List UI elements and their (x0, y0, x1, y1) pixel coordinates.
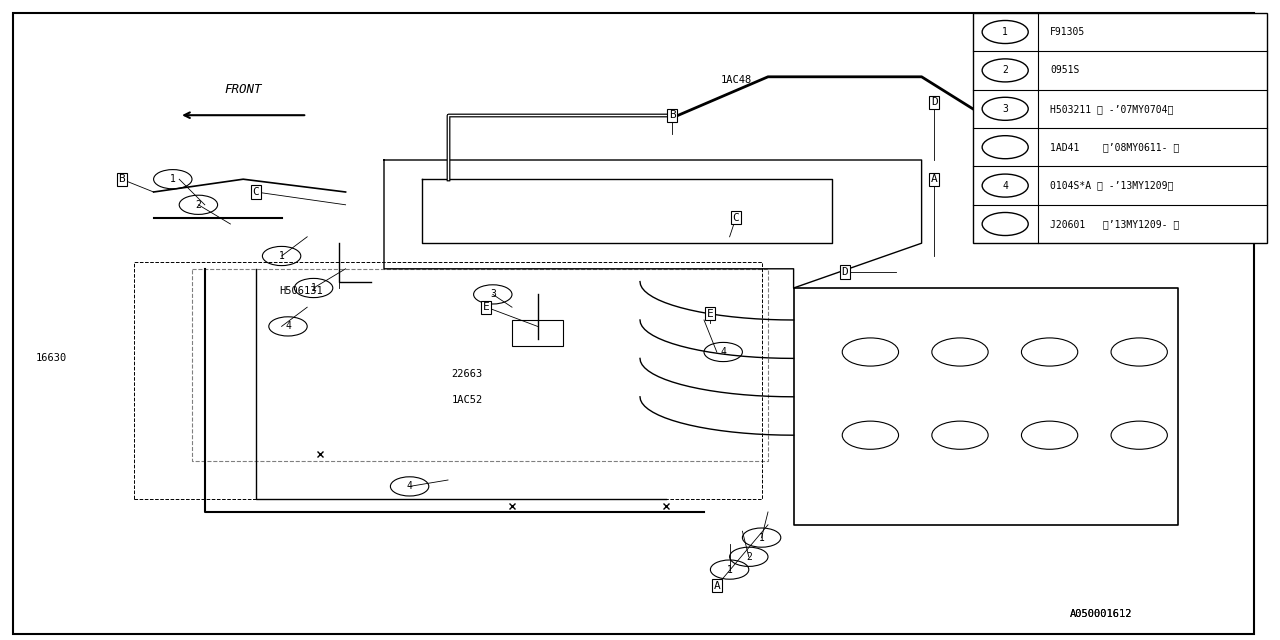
Text: E: E (483, 302, 490, 312)
Text: 3: 3 (490, 289, 495, 300)
Bar (973, 13, 1267, 243)
Text: 1: 1 (170, 174, 175, 184)
Text: D: D (841, 267, 849, 277)
Text: B: B (668, 110, 676, 120)
Text: D: D (931, 97, 938, 108)
Text: 4: 4 (721, 347, 726, 357)
Text: C: C (732, 212, 740, 223)
Text: 2: 2 (196, 200, 201, 210)
Text: A050001612: A050001612 (1070, 609, 1132, 620)
Text: H503211 〈 -’07MY0704〉: H503211 〈 -’07MY0704〉 (1051, 104, 1174, 114)
Text: F91305: F91305 (1051, 27, 1085, 37)
Text: 1: 1 (1002, 27, 1009, 37)
Text: 1AC52: 1AC52 (452, 395, 483, 405)
Text: 1: 1 (727, 564, 732, 575)
Text: J20601   〈’13MY1209- 〉: J20601 〈’13MY1209- 〉 (1051, 219, 1180, 229)
Bar (134, 262, 762, 499)
Text: 4: 4 (407, 481, 412, 492)
Text: 0104S*A 〈 -’13MY1209〉: 0104S*A 〈 -’13MY1209〉 (1051, 180, 1174, 191)
Text: 1AC48: 1AC48 (721, 75, 751, 85)
Text: 1AD41    〈’08MY0611- 〉: 1AD41 〈’08MY0611- 〉 (1051, 142, 1180, 152)
Text: 16630: 16630 (36, 353, 67, 364)
Text: C: C (252, 187, 260, 197)
Text: A: A (931, 174, 938, 184)
Text: 3: 3 (1002, 104, 1009, 114)
Text: 1: 1 (759, 532, 764, 543)
Text: B: B (118, 174, 125, 184)
Text: FRONT: FRONT (224, 83, 262, 96)
Text: 1: 1 (279, 251, 284, 261)
Text: A: A (713, 580, 721, 591)
Bar (512, 320, 563, 346)
Text: E: E (707, 308, 714, 319)
Text: 2: 2 (1002, 65, 1009, 76)
Text: 22663: 22663 (452, 369, 483, 380)
Text: 0951S: 0951S (1051, 65, 1080, 76)
Text: 1: 1 (311, 283, 316, 293)
Text: H506131: H506131 (279, 286, 323, 296)
Text: A050001612: A050001612 (1070, 609, 1132, 620)
Text: 2: 2 (746, 552, 751, 562)
Text: 4: 4 (285, 321, 291, 332)
Text: 4: 4 (1002, 180, 1009, 191)
